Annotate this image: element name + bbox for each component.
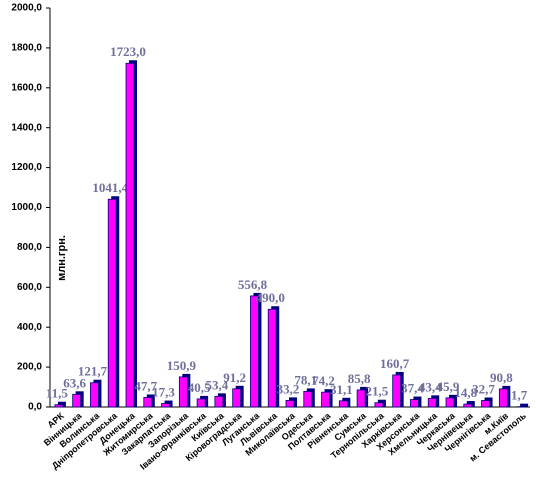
value-label: 1,7 (511, 388, 528, 403)
bar (428, 398, 436, 407)
bar (90, 383, 98, 407)
y-tick-label: 1000,0 (11, 202, 42, 213)
bar (233, 389, 241, 407)
y-tick-label: 200,0 (17, 362, 42, 373)
bar (268, 309, 276, 407)
y-tick-label: 600,0 (17, 282, 42, 293)
bar (286, 400, 294, 407)
bar (215, 396, 223, 407)
bar (375, 403, 383, 407)
bar (250, 296, 258, 407)
bar (144, 397, 152, 407)
y-axis-label: млн.грн. (56, 235, 68, 281)
bar (179, 377, 187, 407)
y-tick-label: 800,0 (17, 242, 42, 253)
bar (339, 401, 347, 407)
value-label: 121,7 (78, 364, 108, 379)
bar (322, 392, 330, 407)
bar (304, 391, 312, 407)
bar (464, 404, 472, 407)
y-tick-label: 2000,0 (11, 3, 42, 14)
y-tick-label: 1200,0 (11, 162, 42, 173)
value-label: 1041,4 (92, 180, 128, 195)
bar (197, 399, 205, 407)
value-label: 1723,0 (110, 44, 146, 59)
bar (162, 404, 170, 407)
y-tick-label: 1400,0 (11, 122, 42, 133)
y-tick-label: 1800,0 (11, 43, 42, 54)
bar (393, 375, 401, 407)
value-label: 150,9 (167, 358, 197, 373)
bar (55, 405, 63, 407)
value-label: 160,7 (380, 356, 410, 371)
bar (446, 398, 454, 407)
value-label: 490,0 (256, 290, 285, 305)
bar (410, 400, 418, 407)
bar (126, 63, 134, 407)
value-label: 90,8 (490, 370, 513, 385)
bar (357, 390, 365, 407)
y-tick-label: 0,0 (28, 402, 42, 413)
value-label: 21,5 (366, 384, 389, 399)
bar (108, 199, 116, 407)
y-tick-label: 400,0 (17, 322, 42, 333)
value-label: 91,2 (223, 370, 246, 385)
bar (482, 400, 490, 407)
y-tick-label: 1600,0 (11, 82, 42, 93)
bar (73, 394, 81, 407)
value-label: 17,3 (152, 385, 175, 400)
bar (499, 389, 507, 407)
